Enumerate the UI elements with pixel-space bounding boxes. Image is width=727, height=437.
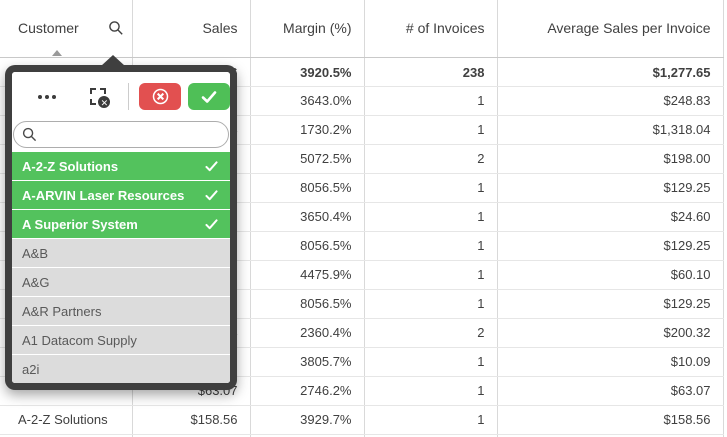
column-header-invoices[interactable]: # of Invoices [364,0,498,58]
cancel-selection-icon [152,88,168,105]
cell-margin: 8056.5% [250,173,365,203]
cell-invoices: 1 [364,115,498,145]
totals-invoices: 238 [364,57,498,87]
search-icon [22,127,37,142]
cell-invoices: 1 [364,173,498,203]
cell-avg-sales: $129.25 [497,289,724,319]
search-icon[interactable] [108,20,124,36]
cell-margin: 3929.7% [250,405,365,435]
cell-avg-sales: $198.00 [497,144,724,174]
list-item-label: a2i [22,361,40,377]
customer-list-item[interactable]: A1 Datacom Supply [12,326,230,354]
cell-avg-sales: $200.32 [497,318,724,348]
cell-margin: 3805.7% [250,347,365,377]
customer-list-item[interactable]: A&G [12,268,230,296]
sort-ascending-icon [52,49,62,56]
list-item-label: A Superior System [22,216,138,232]
cell-invoices: 1 [364,260,498,290]
selection-popover: ✕ A-2-Z Solutions A-ARVIN Laser Resources… [5,55,237,390]
cell-avg-sales: $129.25 [497,231,724,261]
list-item-label: A&B [22,245,49,261]
cell-margin: 2360.4% [250,318,365,348]
header-row: Customer Sales Margin (%) # of Invoices … [0,0,724,58]
cell-margin: 8056.5% [250,231,365,261]
customer-list-item[interactable]: A&R Partners [12,297,230,325]
cell-invoices: 1 [364,289,498,319]
partial-row [0,434,724,437]
cell-margin: 8056.5% [250,289,365,319]
column-header-margin[interactable]: Margin (%) [250,0,365,58]
confirm-selection-button[interactable] [188,83,230,110]
cell-invoices: 2 [364,144,498,174]
list-item-label: A-2-Z Solutions [22,158,119,174]
totals-margin: 3920.5% [250,57,365,87]
cell-avg-sales: $60.10 [497,260,724,290]
cell-avg-sales: $10.09 [497,347,724,377]
popover-search-box [13,121,229,148]
cell-customer[interactable]: A-2-Z Solutions [0,405,133,435]
clear-selection-icon[interactable]: ✕ [90,88,112,109]
toolbar-divider [128,83,130,110]
cell-margin: 4475.9% [250,260,365,290]
cell-invoices: 1 [364,405,498,435]
selected-check-icon [205,189,218,201]
selection-toolbar: ✕ [12,72,230,121]
customer-list-item[interactable]: A&B [12,239,230,267]
cell-avg-sales: $24.60 [497,202,724,232]
more-options-icon[interactable] [36,89,58,105]
customer-list-item[interactable]: A-2-Z Solutions [12,152,230,180]
cell-sales: $158.56 [132,405,251,435]
cell-invoices: 1 [364,347,498,377]
list-item-label: A1 Datacom Supply [22,332,137,348]
customer-list-item[interactable]: A Superior System [12,210,230,238]
cell-margin: 3643.0% [250,86,365,116]
list-item-label: A-ARVIN Laser Resources [22,187,185,203]
customer-list-item[interactable]: A-ARVIN Laser Resources [12,181,230,209]
cell-invoices: 2 [364,318,498,348]
customer-value-list: A-2-Z Solutions A-ARVIN Laser Resources A … [12,152,230,383]
column-header-sales[interactable]: Sales [132,0,251,58]
column-header-avg-sales[interactable]: Average Sales per Invoice [497,0,724,58]
table-row: A-2-Z Solutions $158.56 3929.7% 1 $158.56 [0,405,724,435]
column-header-label: Customer [18,20,79,37]
cell-invoices: 1 [364,376,498,406]
cell-invoices: 1 [364,231,498,261]
cell-avg-sales: $63.07 [497,376,724,406]
cell-invoices: 1 [364,86,498,116]
selected-check-icon [205,218,218,230]
cell-margin: 3650.4% [250,202,365,232]
totals-avg: $1,277.65 [497,57,724,87]
cell-avg-sales: $248.83 [497,86,724,116]
selected-check-icon [205,160,218,172]
customer-list-item[interactable]: a2i [12,355,230,383]
cell-avg-sales: $1,318.04 [497,115,724,145]
list-item-label: A&G [22,274,50,290]
search-input[interactable] [37,124,228,145]
list-item-label: A&R Partners [22,303,102,319]
cell-margin: 1730.2% [250,115,365,145]
cell-margin: 2746.2% [250,376,365,406]
cancel-selection-button[interactable] [139,83,182,110]
column-header-customer[interactable]: Customer [0,0,133,58]
cell-invoices: 1 [364,202,498,232]
cell-avg-sales: $158.56 [497,405,724,435]
cell-margin: 5072.5% [250,144,365,174]
cell-avg-sales: $129.25 [497,173,724,203]
confirm-selection-icon [201,90,217,103]
